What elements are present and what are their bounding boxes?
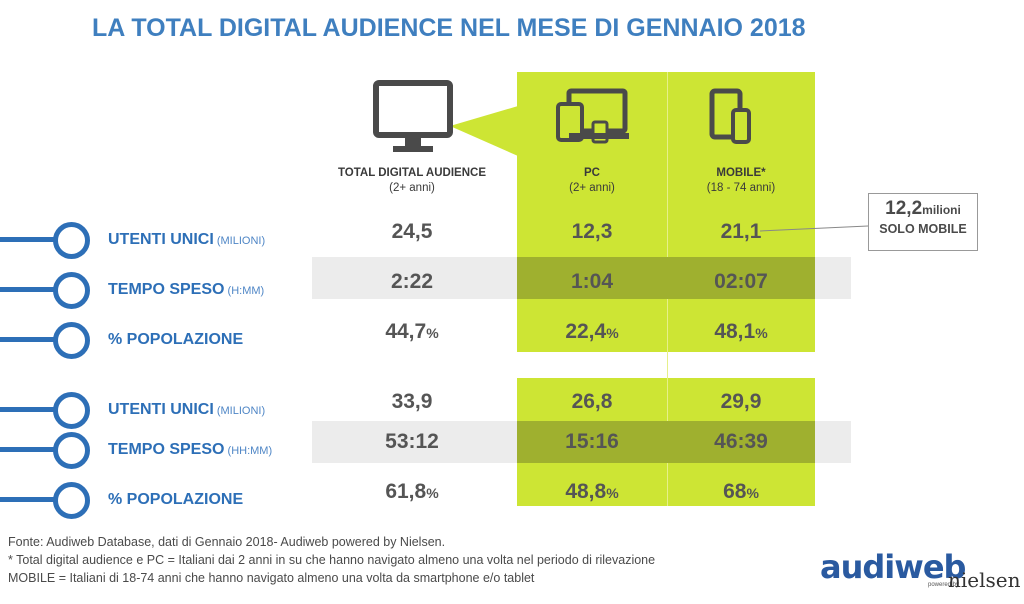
cell-value: 21,1: [720, 220, 762, 243]
table-cell: 1:04: [527, 270, 657, 294]
cell-value: 68: [723, 480, 747, 503]
cell-value: 15:16: [565, 430, 619, 453]
col-header-mobile: MOBILE* (18 - 74 anni): [706, 167, 776, 194]
table-cell: 44,7%: [347, 320, 477, 344]
cell-value: 53:12: [385, 430, 439, 453]
cell-value: 12,3: [571, 220, 613, 243]
table-cell: 61,8%: [347, 480, 477, 504]
cell-value: 46:39: [714, 430, 768, 453]
callout-connector: [760, 225, 869, 232]
cell-percent-sign: %: [606, 485, 619, 501]
cell-percent-sign: %: [426, 325, 439, 341]
band-row-5: [312, 421, 517, 463]
table-cell: 2:22: [347, 270, 477, 294]
table-cell: 53:12: [347, 430, 477, 454]
row-marker-icon: [53, 272, 90, 309]
page-title: LA TOTAL DIGITAL AUDIENCE NEL MESE DI GE…: [92, 14, 806, 42]
table-cell: 68%: [676, 480, 806, 504]
nielsen-wordmark: nielsen: [948, 568, 1021, 592]
row-connector-line: [0, 237, 62, 242]
cell-value: 44,7: [385, 320, 427, 343]
cell-value: 1:04: [570, 270, 614, 293]
cell-value: 02:07: [714, 270, 768, 293]
cell-value: 26,8: [571, 390, 613, 413]
table-cell: 02:07: [676, 270, 806, 294]
table-cell: 12,3: [527, 220, 657, 244]
footnote-mobile: MOBILE = Italiani di 18-74 anni che hann…: [8, 571, 535, 585]
col-header-pc: PC (2+ anni): [569, 167, 615, 194]
col-header-total: TOTAL DIGITAL AUDIENCE (2+ anni): [337, 167, 486, 194]
row-marker-icon: [53, 432, 90, 469]
row-marker-icon: [53, 482, 90, 519]
source-note: Fonte: Audiweb Database, dati di Gennaio…: [8, 535, 446, 549]
row-label: % POPOLAZIONE: [108, 491, 243, 509]
table-cell: 48,1%: [676, 320, 806, 344]
solo-mobile-callout: 12,2milioni SOLO MOBILE: [868, 193, 978, 251]
cell-value: 2:22: [390, 270, 434, 293]
band-row-2: [312, 257, 517, 299]
row-label-text: % POPOLAZIONE: [108, 331, 244, 348]
table-cell: 29,9: [676, 390, 806, 414]
footnote-total-pc: * Total digital audience e PC = Italiani…: [8, 553, 656, 567]
band-row-2-green: [517, 257, 815, 299]
table-cell: 46:39: [676, 430, 806, 454]
row-label: TEMPO SPESO (HH:MM): [108, 441, 272, 459]
row-marker-icon: [53, 392, 90, 429]
row-label-text: TEMPO SPESO: [108, 281, 225, 298]
cell-value: 29,9: [720, 390, 762, 413]
row-marker-icon: [53, 322, 90, 359]
row-connector-line: [0, 497, 62, 502]
table-cell: 26,8: [527, 390, 657, 414]
cell-percent-sign: %: [746, 485, 759, 501]
row-marker-icon: [53, 222, 90, 259]
row-label-text: TEMPO SPESO: [108, 441, 225, 458]
cell-percent-sign: %: [426, 485, 439, 501]
cell-value: 33,9: [391, 390, 433, 413]
cell-value: 48,1: [714, 320, 756, 343]
row-connector-line: [0, 447, 62, 452]
row-label: UTENTI UNICI (MILIONI): [108, 401, 265, 419]
band-row-5-right: [815, 421, 851, 463]
devices-icon: [556, 88, 629, 144]
audiweb-wordmark: audiweb: [820, 548, 966, 586]
row-connector-line: [0, 337, 62, 342]
row-label-text: UTENTI UNICI: [108, 231, 214, 248]
audiweb-logo: audiweb powered by nielsen: [820, 548, 1021, 592]
row-label-unit: (MILIONI): [213, 235, 266, 247]
panel-pointer: [450, 106, 518, 156]
row-connector-line: [0, 287, 62, 292]
table-cell: 33,9: [347, 390, 477, 414]
cell-percent-sign: %: [755, 325, 768, 341]
row-label-unit: (HH:MM): [224, 445, 273, 457]
tablet-phone-icon: [709, 88, 751, 144]
row-label-unit: (MILIONI): [213, 405, 266, 417]
monitor-icon: [373, 80, 453, 152]
table-cell: 22,4%: [527, 320, 657, 344]
row-label-text: UTENTI UNICI: [108, 401, 214, 418]
cell-value: 61,8: [385, 480, 427, 503]
table-cell: 21,1: [676, 220, 806, 244]
row-label: % POPOLAZIONE: [108, 331, 243, 349]
band-row-5-green: [517, 421, 815, 463]
row-label: UTENTI UNICI (MILIONI): [108, 231, 265, 249]
cell-percent-sign: %: [606, 325, 619, 341]
cell-value: 24,5: [391, 220, 433, 243]
row-label-unit: (H:MM): [224, 285, 265, 297]
row-label: TEMPO SPESO (H:MM): [108, 281, 264, 299]
row-label-text: % POPOLAZIONE: [108, 491, 244, 508]
cell-value: 48,8: [565, 480, 607, 503]
table-cell: 15:16: [527, 430, 657, 454]
band-row-2-right: [815, 257, 851, 299]
row-connector-line: [0, 407, 62, 412]
cell-value: 22,4: [565, 320, 607, 343]
table-cell: 24,5: [347, 220, 477, 244]
powered-by-label: powered by: [928, 582, 960, 588]
table-cell: 48,8%: [527, 480, 657, 504]
